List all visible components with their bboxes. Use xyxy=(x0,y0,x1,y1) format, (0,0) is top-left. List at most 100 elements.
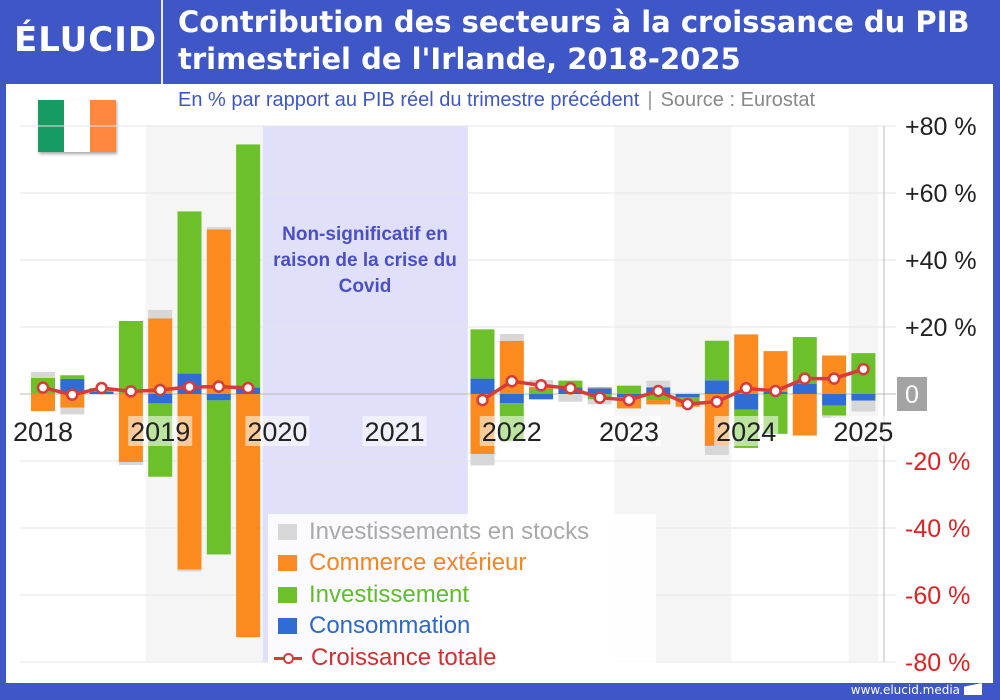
year-label-bg xyxy=(479,416,544,446)
legend-item-consommation: Consommation xyxy=(272,611,652,643)
bar-investissement xyxy=(822,405,847,416)
x-year-label: 2020 xyxy=(247,417,307,447)
x-year-label: 2025 xyxy=(833,417,893,447)
bar-investissements-en-stocks xyxy=(470,453,495,466)
bar-investissements-en-stocks xyxy=(60,407,85,415)
year-label-bg xyxy=(128,416,193,446)
covid-annotation: Non-significatif en raison de la crise d… xyxy=(273,224,457,297)
elucid-logo: ÉLUCID xyxy=(14,20,158,60)
total-growth-point xyxy=(183,380,196,394)
bar-commerce-ext-rieur xyxy=(148,318,173,394)
year-label-bg xyxy=(597,416,661,446)
y-tick-label: -60 % xyxy=(905,582,970,610)
total-growth-point xyxy=(798,372,812,385)
bar-investissements-en-stocks xyxy=(31,371,55,378)
bar-consommation xyxy=(704,380,729,394)
x-year-label: 2018 xyxy=(13,417,73,447)
bar-investissement xyxy=(118,320,143,394)
total-growth-point xyxy=(652,384,665,398)
total-growth-point xyxy=(66,388,79,401)
total-growth-point xyxy=(593,391,606,404)
bar-investissement xyxy=(617,385,641,394)
bar-commerce-ext-rieur xyxy=(587,387,612,389)
bar-consommation xyxy=(792,383,817,394)
bar-investissement xyxy=(206,400,231,555)
x-year-label: 2019 xyxy=(130,417,190,447)
chart-title: Contribution des secteurs à la croissanc… xyxy=(178,5,970,76)
bar-investissements-en-stocks xyxy=(558,394,583,402)
bar-commerce-ext-rieur xyxy=(646,400,671,405)
total-growth-point xyxy=(769,384,782,398)
y-tick-label: +20 % xyxy=(905,314,977,342)
bar-consommation xyxy=(822,394,847,406)
total-growth-point xyxy=(534,379,548,392)
total-growth-point xyxy=(739,382,753,395)
y-tick-label: -40 % xyxy=(905,515,970,543)
bar-investissements-en-stocks xyxy=(177,569,202,572)
total-growth-point xyxy=(153,383,167,397)
legend-swatch xyxy=(278,618,297,635)
y-tick-label: -80 % xyxy=(905,649,970,677)
footer-url[interactable]: www.elucid.media xyxy=(850,683,960,697)
total-growth-point xyxy=(212,380,226,393)
legend-item-investissement: Investissement xyxy=(272,579,652,611)
legend-label: Croissance totale xyxy=(311,643,497,671)
total-growth-point xyxy=(564,382,577,395)
bar-commerce-ext-rieur xyxy=(31,394,55,412)
bar-investissement xyxy=(236,144,261,388)
bar-investissements-en-stocks xyxy=(851,400,876,412)
legend-swatch xyxy=(278,555,297,572)
bar-investissements-en-stocks xyxy=(704,445,729,455)
x-year-label: 2021 xyxy=(365,417,425,447)
total-growth-point xyxy=(710,395,724,408)
y-tick-label: +60 % xyxy=(905,180,977,208)
bar-consommation xyxy=(60,378,85,394)
legend-label: Commerce extérieur xyxy=(309,549,527,577)
y-tick-label: 0 xyxy=(905,381,919,409)
bar-consommation xyxy=(470,378,495,394)
separator: | xyxy=(647,89,653,111)
y-tick-label: -20 % xyxy=(905,448,970,476)
total-growth-point xyxy=(124,385,138,398)
legend-label: Investissement xyxy=(309,580,470,608)
bar-consommation xyxy=(529,394,554,400)
total-growth-point xyxy=(476,393,489,407)
zero-label-box xyxy=(897,377,927,411)
bar-consommation xyxy=(734,394,759,410)
x-year-label: 2023 xyxy=(599,417,659,447)
total-growth-point xyxy=(827,372,841,385)
legend-label: Investissements en stocks xyxy=(309,517,590,545)
total-growth-point xyxy=(241,381,255,395)
bar-investissements-en-stocks xyxy=(206,227,231,230)
legend-label: Consommation xyxy=(309,612,471,640)
year-label-bg xyxy=(831,416,896,446)
bar-investissements-en-stocks xyxy=(118,462,143,466)
year-label-bg xyxy=(245,416,310,446)
total-growth-point xyxy=(857,362,870,376)
bar-consommation xyxy=(851,394,876,401)
legend-item-stocks: Investissements en stocks xyxy=(272,516,652,548)
total-growth-point xyxy=(505,375,519,388)
elucid-mark-icon xyxy=(964,683,982,695)
y-tick-label: +80 % xyxy=(905,113,977,141)
bar-commerce-ext-rieur xyxy=(206,229,231,394)
bar-consommation xyxy=(499,394,524,404)
bar-investissement xyxy=(177,211,202,374)
legend: Investissements en stocks Commerce extér… xyxy=(268,514,656,676)
x-year-label: 2024 xyxy=(716,417,776,447)
total-growth-point xyxy=(36,381,50,394)
year-label-bg xyxy=(362,416,427,446)
bar-investissement xyxy=(704,340,729,381)
bar-consommation xyxy=(675,394,700,398)
header-divider xyxy=(161,0,163,84)
source-text: Source : Eurostat xyxy=(660,89,816,111)
bar-investissements-en-stocks xyxy=(148,309,173,319)
bar-investissement xyxy=(60,375,85,379)
chart-subtitle: En % par rapport au PIB réel du trimestr… xyxy=(178,89,815,112)
line-marker-icon xyxy=(274,650,302,666)
total-growth-point xyxy=(681,397,694,411)
bar-investissements-en-stocks xyxy=(675,392,700,394)
subtitle-text: En % par rapport au PIB réel du trimestr… xyxy=(178,89,640,111)
bar-consommation xyxy=(206,394,231,401)
bar-investissements-en-stocks xyxy=(499,334,524,341)
